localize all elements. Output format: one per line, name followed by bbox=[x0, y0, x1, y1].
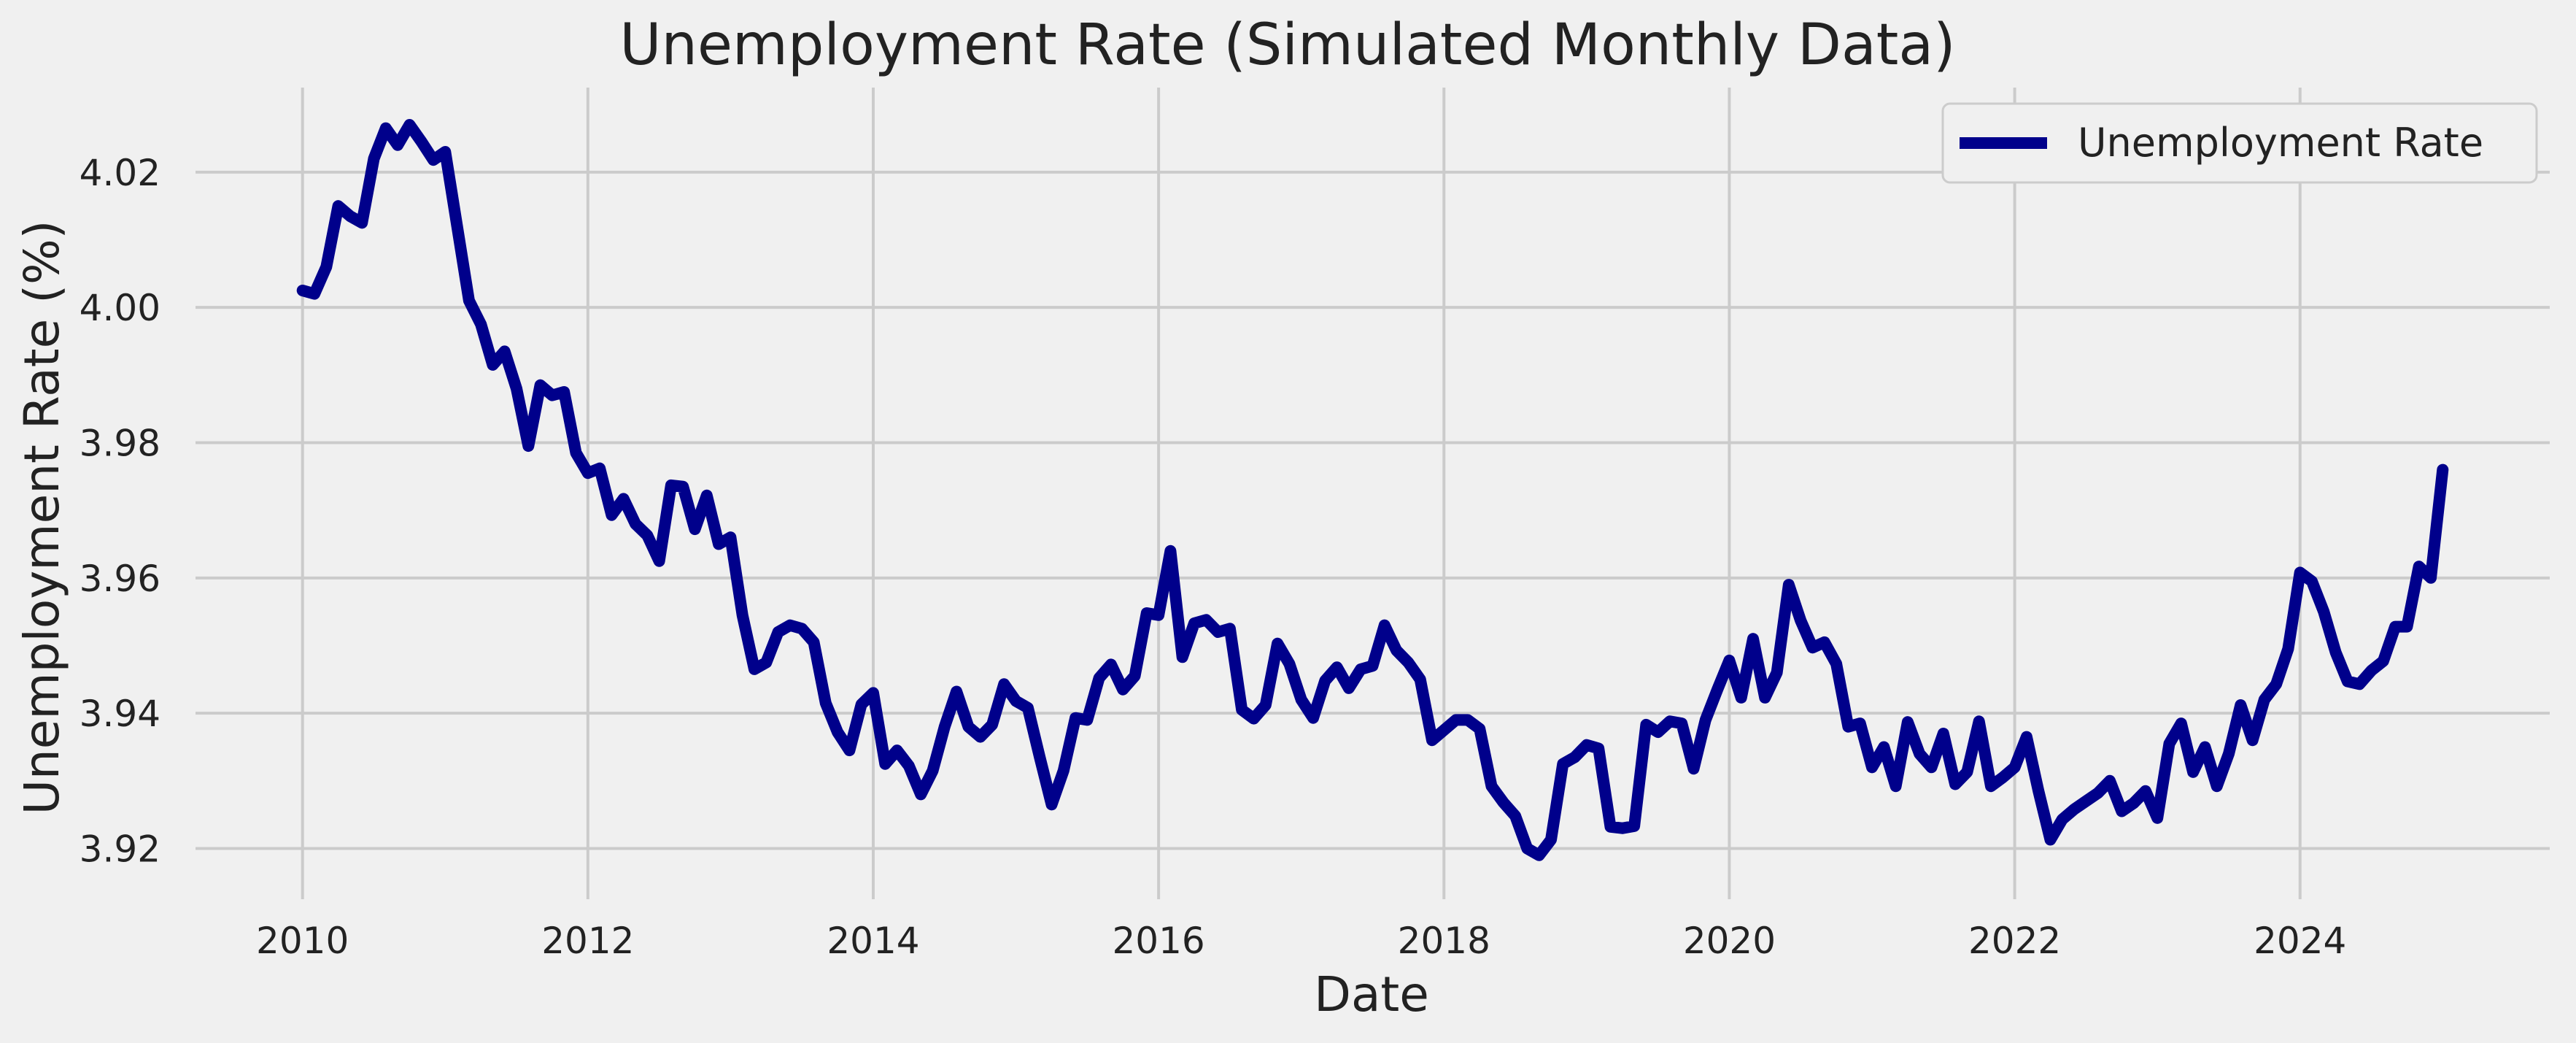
x-tick-label: 2014 bbox=[827, 920, 919, 962]
x-axis-label: Date bbox=[1314, 966, 1429, 1023]
series-layer bbox=[296, 119, 2449, 861]
y-tick-label: 3.98 bbox=[80, 423, 160, 465]
x-tick-label: 2016 bbox=[1113, 920, 1205, 962]
y-tick-label: 3.94 bbox=[80, 693, 160, 735]
x-tick-label: 2022 bbox=[1968, 920, 2061, 962]
y-tick-label: 3.92 bbox=[80, 828, 160, 871]
grid bbox=[196, 88, 2550, 899]
y-tick-label: 4.00 bbox=[80, 287, 160, 329]
y-tick-label: 3.96 bbox=[80, 558, 160, 600]
legend: Unemployment Rate bbox=[1941, 102, 2538, 184]
x-tick-label: 2010 bbox=[256, 920, 349, 962]
legend-box bbox=[1941, 102, 2538, 184]
legend-label: Unemployment Rate bbox=[2078, 120, 2483, 166]
series-line-unemployment-rate bbox=[296, 119, 2449, 861]
y-axis-label: Unemployment Rate (%) bbox=[14, 220, 70, 815]
x-tick-label: 2024 bbox=[2254, 920, 2346, 962]
chart-title: Unemployment Rate (Simulated Monthly Dat… bbox=[619, 12, 1955, 78]
x-tick-label: 2018 bbox=[1398, 920, 1490, 962]
y-tick-label: 4.02 bbox=[80, 152, 160, 194]
tick-labels: 3.92 3.94 3.96 3.98 4.00 4.02 2010 2012 2014 2016… bbox=[80, 152, 2347, 962]
x-tick-label: 2012 bbox=[541, 920, 634, 962]
x-tick-label: 2020 bbox=[1683, 920, 1776, 962]
